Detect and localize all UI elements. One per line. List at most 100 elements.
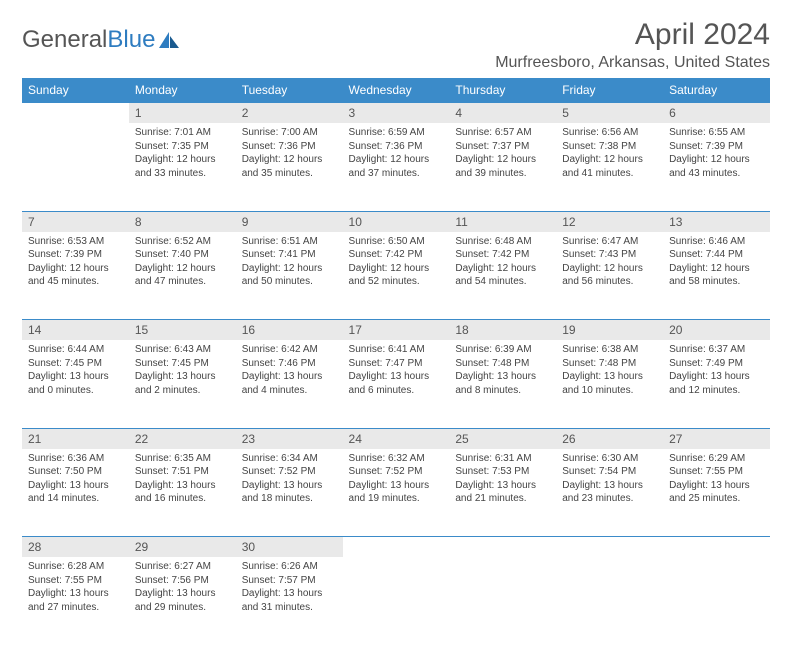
day-detail-cell: Sunrise: 6:46 AMSunset: 7:44 PMDaylight:… xyxy=(663,232,770,320)
daylight-line: Daylight: 13 hours and 2 minutes. xyxy=(135,370,230,397)
daynum-row: 21222324252627 xyxy=(22,428,770,449)
day-detail-cell: Sunrise: 6:52 AMSunset: 7:40 PMDaylight:… xyxy=(129,232,236,320)
sunset-line: Sunset: 7:48 PM xyxy=(562,357,657,371)
sunset-line: Sunset: 7:52 PM xyxy=(242,465,337,479)
location-text: Murfreesboro, Arkansas, United States xyxy=(495,54,770,72)
day-number-cell: 16 xyxy=(236,320,343,341)
detail-row: Sunrise: 6:44 AMSunset: 7:45 PMDaylight:… xyxy=(22,340,770,428)
day-detail-cell: Sunrise: 6:56 AMSunset: 7:38 PMDaylight:… xyxy=(556,123,663,211)
day-number-cell: 8 xyxy=(129,211,236,232)
daylight-line: Daylight: 12 hours and 54 minutes. xyxy=(455,262,550,289)
detail-row: Sunrise: 6:28 AMSunset: 7:55 PMDaylight:… xyxy=(22,557,770,645)
daylight-line: Daylight: 13 hours and 27 minutes. xyxy=(28,587,123,614)
sunset-line: Sunset: 7:46 PM xyxy=(242,357,337,371)
daylight-line: Daylight: 13 hours and 0 minutes. xyxy=(28,370,123,397)
daylight-line: Daylight: 12 hours and 47 minutes. xyxy=(135,262,230,289)
sunset-line: Sunset: 7:49 PM xyxy=(669,357,764,371)
sunset-line: Sunset: 7:43 PM xyxy=(562,248,657,262)
day-detail-cell: Sunrise: 6:35 AMSunset: 7:51 PMDaylight:… xyxy=(129,449,236,537)
sunrise-line: Sunrise: 6:41 AM xyxy=(349,343,444,357)
brand-part1: General xyxy=(22,26,107,54)
month-title: April 2024 xyxy=(495,18,770,52)
day-detail-cell: Sunrise: 6:38 AMSunset: 7:48 PMDaylight:… xyxy=(556,340,663,428)
day-detail-cell: Sunrise: 6:36 AMSunset: 7:50 PMDaylight:… xyxy=(22,449,129,537)
daylight-line: Daylight: 12 hours and 45 minutes. xyxy=(28,262,123,289)
sunrise-line: Sunrise: 6:36 AM xyxy=(28,452,123,466)
day-number-cell: 12 xyxy=(556,211,663,232)
day-detail-cell: Sunrise: 6:32 AMSunset: 7:52 PMDaylight:… xyxy=(343,449,450,537)
sunset-line: Sunset: 7:35 PM xyxy=(135,140,230,154)
sunset-line: Sunset: 7:40 PM xyxy=(135,248,230,262)
day-number-cell: 25 xyxy=(449,428,556,449)
sunset-line: Sunset: 7:42 PM xyxy=(349,248,444,262)
day-number-cell: 21 xyxy=(22,428,129,449)
sunset-line: Sunset: 7:37 PM xyxy=(455,140,550,154)
daylight-line: Daylight: 12 hours and 52 minutes. xyxy=(349,262,444,289)
sunrise-line: Sunrise: 6:34 AM xyxy=(242,452,337,466)
day-detail-cell: Sunrise: 6:48 AMSunset: 7:42 PMDaylight:… xyxy=(449,232,556,320)
day-number-cell: 26 xyxy=(556,428,663,449)
sunset-line: Sunset: 7:55 PM xyxy=(669,465,764,479)
weekday-header: Wednesday xyxy=(343,78,450,103)
day-detail-cell: Sunrise: 6:27 AMSunset: 7:56 PMDaylight:… xyxy=(129,557,236,645)
day-number-cell: 19 xyxy=(556,320,663,341)
sunset-line: Sunset: 7:56 PM xyxy=(135,574,230,588)
daylight-line: Daylight: 13 hours and 21 minutes. xyxy=(455,479,550,506)
day-detail-cell: Sunrise: 6:41 AMSunset: 7:47 PMDaylight:… xyxy=(343,340,450,428)
day-number-cell: 13 xyxy=(663,211,770,232)
daylight-line: Daylight: 13 hours and 8 minutes. xyxy=(455,370,550,397)
sunrise-line: Sunrise: 6:47 AM xyxy=(562,235,657,249)
sunrise-line: Sunrise: 6:57 AM xyxy=(455,126,550,140)
daylight-line: Daylight: 13 hours and 10 minutes. xyxy=(562,370,657,397)
detail-row: Sunrise: 6:53 AMSunset: 7:39 PMDaylight:… xyxy=(22,232,770,320)
day-number-cell xyxy=(556,537,663,558)
sunrise-line: Sunrise: 6:56 AM xyxy=(562,126,657,140)
day-number-cell xyxy=(343,537,450,558)
day-detail-cell xyxy=(22,123,129,211)
day-detail-cell: Sunrise: 7:01 AMSunset: 7:35 PMDaylight:… xyxy=(129,123,236,211)
day-detail-cell: Sunrise: 6:42 AMSunset: 7:46 PMDaylight:… xyxy=(236,340,343,428)
calendar-table: Sunday Monday Tuesday Wednesday Thursday… xyxy=(22,78,770,645)
detail-row: Sunrise: 7:01 AMSunset: 7:35 PMDaylight:… xyxy=(22,123,770,211)
sunset-line: Sunset: 7:55 PM xyxy=(28,574,123,588)
sunrise-line: Sunrise: 6:38 AM xyxy=(562,343,657,357)
sunrise-line: Sunrise: 6:51 AM xyxy=(242,235,337,249)
sunrise-line: Sunrise: 6:42 AM xyxy=(242,343,337,357)
sunset-line: Sunset: 7:45 PM xyxy=(135,357,230,371)
sunrise-line: Sunrise: 6:52 AM xyxy=(135,235,230,249)
day-number-cell: 1 xyxy=(129,103,236,124)
sunset-line: Sunset: 7:39 PM xyxy=(669,140,764,154)
day-number-cell: 29 xyxy=(129,537,236,558)
sunset-line: Sunset: 7:48 PM xyxy=(455,357,550,371)
daylight-line: Daylight: 12 hours and 33 minutes. xyxy=(135,153,230,180)
sunrise-line: Sunrise: 6:39 AM xyxy=(455,343,550,357)
daylight-line: Daylight: 13 hours and 23 minutes. xyxy=(562,479,657,506)
calendar-body: 123456Sunrise: 7:01 AMSunset: 7:35 PMDay… xyxy=(22,103,770,645)
day-number-cell: 24 xyxy=(343,428,450,449)
day-number-cell: 20 xyxy=(663,320,770,341)
sunset-line: Sunset: 7:52 PM xyxy=(349,465,444,479)
sunrise-line: Sunrise: 6:29 AM xyxy=(669,452,764,466)
daylight-line: Daylight: 13 hours and 31 minutes. xyxy=(242,587,337,614)
day-number-cell: 3 xyxy=(343,103,450,124)
sunrise-line: Sunrise: 7:00 AM xyxy=(242,126,337,140)
daylight-line: Daylight: 13 hours and 6 minutes. xyxy=(349,370,444,397)
day-number-cell: 15 xyxy=(129,320,236,341)
sunset-line: Sunset: 7:53 PM xyxy=(455,465,550,479)
day-number-cell: 9 xyxy=(236,211,343,232)
daynum-row: 78910111213 xyxy=(22,211,770,232)
sunrise-line: Sunrise: 6:50 AM xyxy=(349,235,444,249)
day-number-cell: 23 xyxy=(236,428,343,449)
sunrise-line: Sunrise: 6:28 AM xyxy=(28,560,123,574)
day-number-cell: 2 xyxy=(236,103,343,124)
day-detail-cell: Sunrise: 6:44 AMSunset: 7:45 PMDaylight:… xyxy=(22,340,129,428)
daylight-line: Daylight: 13 hours and 16 minutes. xyxy=(135,479,230,506)
sunset-line: Sunset: 7:41 PM xyxy=(242,248,337,262)
day-number-cell: 4 xyxy=(449,103,556,124)
daylight-line: Daylight: 13 hours and 19 minutes. xyxy=(349,479,444,506)
day-number-cell: 11 xyxy=(449,211,556,232)
weekday-header-row: Sunday Monday Tuesday Wednesday Thursday… xyxy=(22,78,770,103)
day-detail-cell: Sunrise: 6:43 AMSunset: 7:45 PMDaylight:… xyxy=(129,340,236,428)
daylight-line: Daylight: 12 hours and 41 minutes. xyxy=(562,153,657,180)
daylight-line: Daylight: 13 hours and 29 minutes. xyxy=(135,587,230,614)
